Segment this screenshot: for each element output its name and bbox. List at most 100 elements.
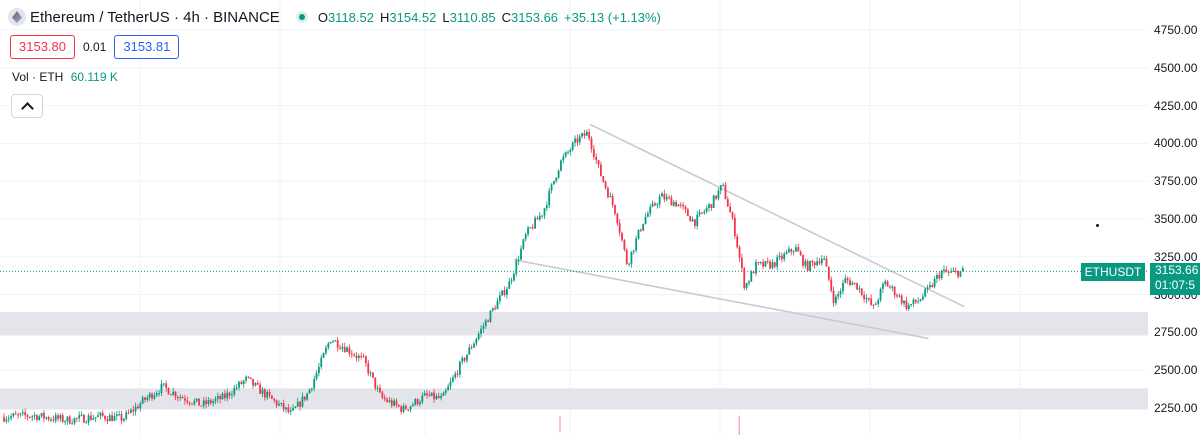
candle-body <box>846 278 849 281</box>
candle-body <box>952 270 955 272</box>
candle-body <box>362 356 365 358</box>
candle-body <box>132 409 135 412</box>
candle-body <box>745 283 748 289</box>
candle-body <box>837 294 840 297</box>
candle-body <box>216 396 219 399</box>
candle-body <box>263 389 266 398</box>
candle-body <box>280 403 283 405</box>
candle-body <box>910 304 912 306</box>
candle-body <box>595 156 598 161</box>
symbol-title[interactable]: Ethereum / TetherUS · 4h · BINANCE <box>30 8 280 26</box>
candle-body <box>684 206 687 210</box>
candle-body <box>339 347 341 349</box>
candle-body <box>104 415 106 420</box>
candle-body <box>426 393 428 396</box>
candle-body <box>494 308 497 310</box>
candle-body <box>863 294 865 300</box>
sell-price-button[interactable]: 3153.80 <box>10 35 75 59</box>
collapse-legend-button[interactable] <box>11 94 43 118</box>
candle-body <box>480 328 482 334</box>
candle-body <box>388 400 391 402</box>
candle-body <box>642 223 645 231</box>
candle-body <box>310 388 313 390</box>
candle-body <box>560 160 562 171</box>
candle-body <box>804 261 807 266</box>
candle-body <box>390 400 393 406</box>
candle-body <box>414 399 417 405</box>
candle-body <box>397 404 400 407</box>
candle-body <box>285 407 287 410</box>
candle-body <box>691 219 694 222</box>
candle-body <box>10 416 12 419</box>
candle-body <box>792 251 795 253</box>
candle-body <box>125 412 128 419</box>
candle-body <box>957 270 959 277</box>
candle-body <box>961 268 964 272</box>
candle-body <box>198 398 200 406</box>
candle-body <box>226 392 229 399</box>
candle-body <box>771 262 774 269</box>
candle-body <box>938 275 941 279</box>
candle-body <box>571 142 574 150</box>
candle-body <box>165 383 168 388</box>
candle-body <box>12 413 15 417</box>
candle-body <box>665 196 668 200</box>
candle-body <box>402 405 405 412</box>
candle-body <box>17 414 19 416</box>
candle-body <box>689 216 692 222</box>
candle-body <box>367 363 370 374</box>
trade-buttons: 3153.80 0.01 3153.81 <box>10 35 180 59</box>
candle-body <box>858 288 861 290</box>
candle-body <box>407 409 410 411</box>
candle-body <box>130 409 132 413</box>
candle-body <box>7 418 10 420</box>
candle-body <box>531 227 534 229</box>
volume-legend: Vol · ETH 60.119 K <box>12 70 118 84</box>
market-status-icon[interactable] <box>295 11 308 23</box>
price-scale-label: 3500.00 <box>1154 212 1198 226</box>
candle-body <box>162 383 165 385</box>
candle-body <box>92 418 95 420</box>
candle-body <box>581 133 583 137</box>
candle-body <box>174 391 177 398</box>
candle-body <box>917 301 920 303</box>
candle-body <box>346 347 348 352</box>
candle-body <box>832 290 835 304</box>
candle-body <box>879 288 882 301</box>
candle-body <box>736 236 739 248</box>
candle-body <box>752 271 755 274</box>
candle-body <box>449 381 452 387</box>
candle-body <box>496 300 499 310</box>
candle-body <box>698 212 701 215</box>
candle-body <box>235 387 238 389</box>
candle-body <box>73 418 76 424</box>
candle-body <box>313 378 316 389</box>
candle-body <box>945 269 948 272</box>
candle-body <box>548 190 551 206</box>
candle-body <box>649 206 652 214</box>
candle-body <box>675 202 677 207</box>
candle-body <box>614 205 616 214</box>
last-price-tag: 3153.66 01:07:5 <box>1150 263 1200 295</box>
price-scale-label: 4500.00 <box>1154 60 1198 75</box>
candle-body <box>506 288 508 295</box>
candle-body <box>381 392 384 398</box>
candle-body <box>874 303 877 305</box>
candle-body <box>259 384 262 394</box>
buy-price-button[interactable]: 3153.81 <box>114 35 180 59</box>
candle-body <box>71 423 74 425</box>
candle-body <box>844 278 847 283</box>
candle-body <box>75 418 78 420</box>
price-scale-label: 4750.00 <box>1154 23 1198 37</box>
candle-body <box>404 405 407 410</box>
candle-body <box>454 373 457 378</box>
candle-body <box>209 399 212 404</box>
candle-body <box>541 215 544 217</box>
candle-body <box>475 339 478 344</box>
candle-body <box>950 271 952 273</box>
candle-body <box>637 229 640 239</box>
candle-body <box>929 285 931 288</box>
candle-body <box>282 403 285 410</box>
